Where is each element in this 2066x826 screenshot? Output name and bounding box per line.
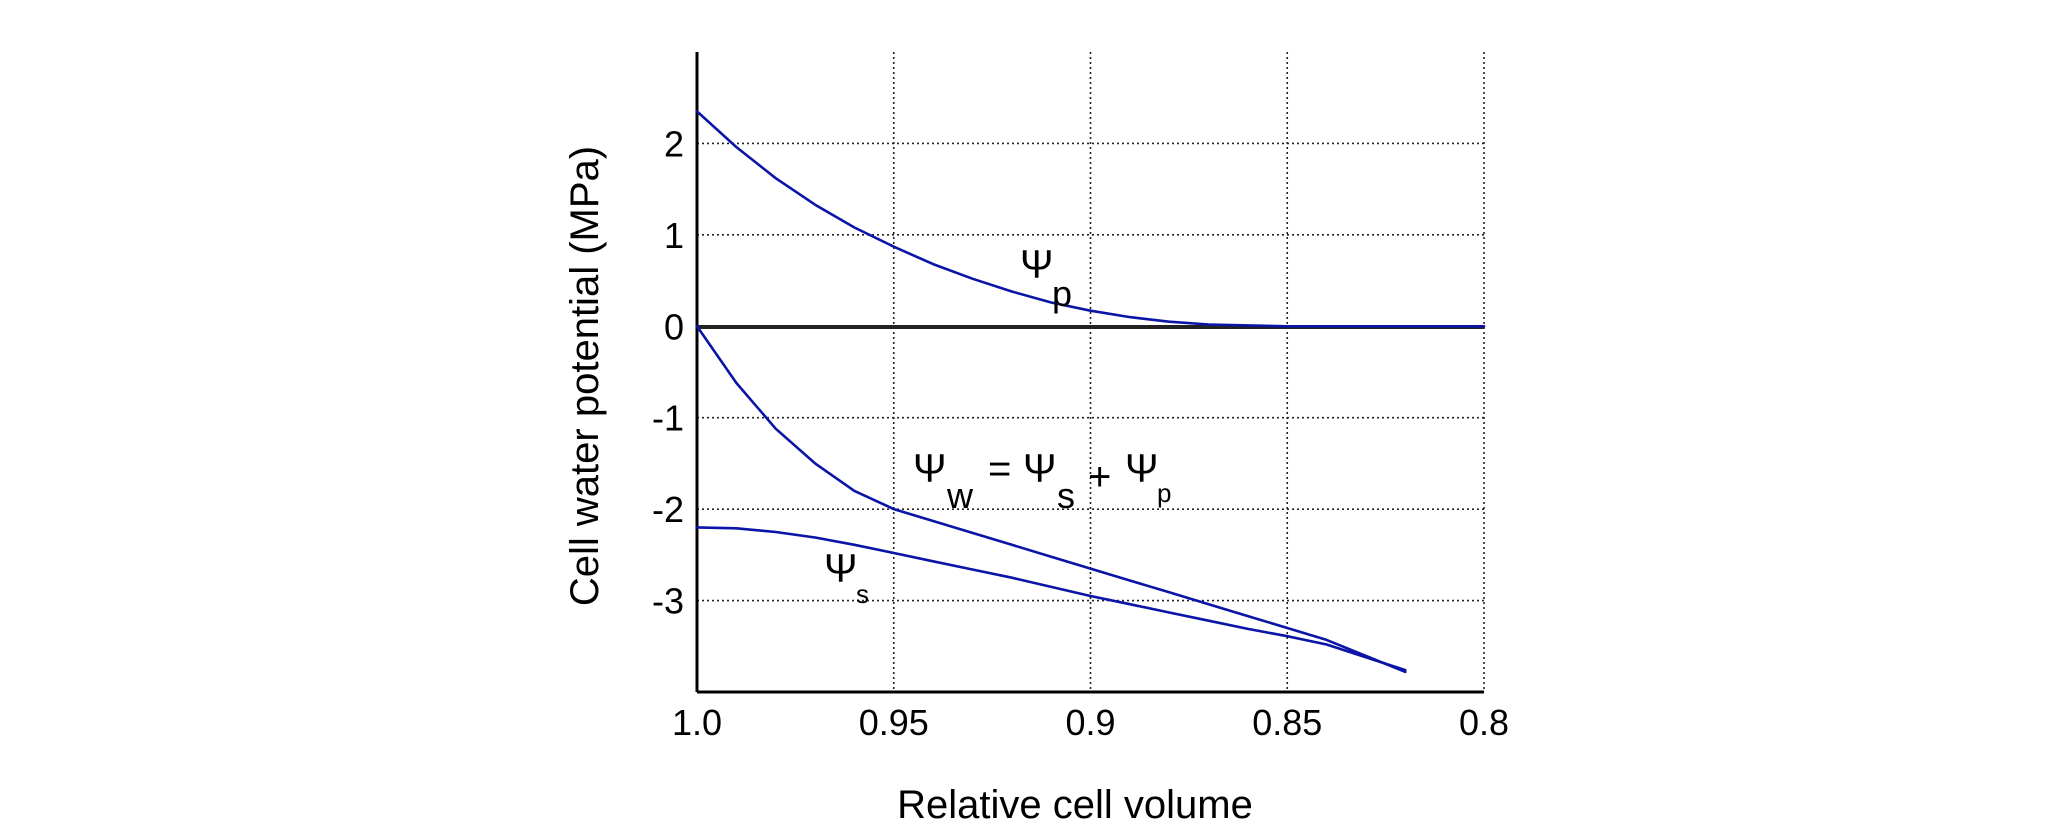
x-axis-title: Relative cell volume: [897, 783, 1253, 826]
y-tick-label: -1: [652, 398, 684, 439]
y-tick-labels: 2 1 0 -1 -2 -3: [652, 123, 684, 621]
svg-text:Ψ: Ψ: [1020, 243, 1053, 287]
svg-text:p: p: [1157, 478, 1171, 508]
x-tick-label: 0.85: [1252, 702, 1322, 743]
y-tick-label: -3: [652, 581, 684, 622]
x-tick-labels: 1.0 0.95 0.9 0.85 0.8: [672, 702, 1509, 743]
y-axis-title: Cell water potential (MPa): [563, 146, 607, 606]
svg-text:s: s: [856, 579, 869, 609]
x-tick-label: 0.95: [859, 702, 929, 743]
svg-text:w: w: [946, 475, 974, 516]
x-tick-label: 1.0: [672, 702, 722, 743]
series-line-3: [695, 526, 1407, 672]
series-lines: [695, 110, 1486, 674]
psi-s-label: Ψ s: [824, 547, 869, 609]
x-tick-label: 0.8: [1459, 702, 1509, 743]
svg-text:Ψ: Ψ: [1023, 447, 1056, 491]
y-tick-label: 2: [664, 123, 684, 164]
series-line-1: [695, 110, 1486, 328]
y-tick-label: 0: [664, 306, 684, 347]
svg-text:Ψ: Ψ: [913, 447, 946, 491]
psi-w-equation-label: Ψ w = Ψ s + Ψ p: [913, 447, 1171, 516]
y-tick-label: 1: [664, 215, 684, 256]
svg-text:p: p: [1052, 273, 1072, 314]
svg-text:Ψ: Ψ: [824, 547, 857, 591]
series-line-2: [695, 324, 1407, 674]
x-tick-label: 0.9: [1065, 702, 1115, 743]
psi-p-label: Ψ p: [1020, 243, 1072, 314]
svg-text:=: =: [988, 447, 1011, 491]
grid-lines: [697, 52, 1485, 692]
svg-text:Ψ: Ψ: [1125, 447, 1158, 491]
svg-text:s: s: [1057, 475, 1075, 516]
svg-text:+: +: [1088, 455, 1111, 499]
y-tick-label: -2: [652, 489, 684, 530]
